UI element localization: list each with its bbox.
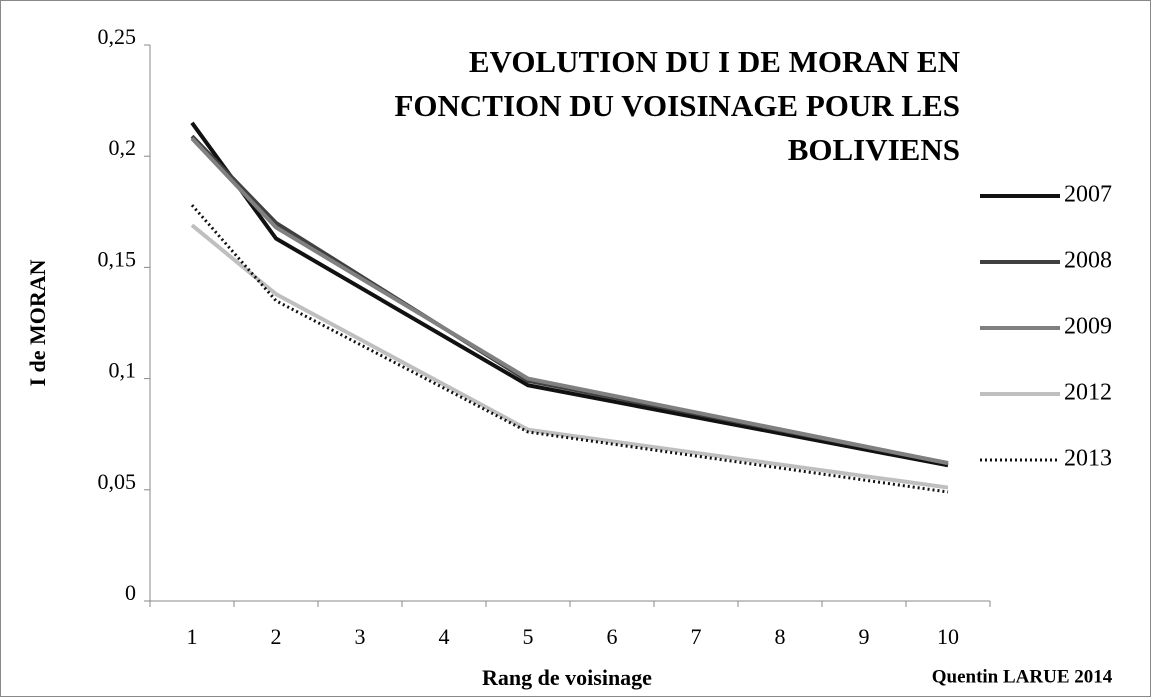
y-tick-label: 0,25 bbox=[98, 24, 137, 49]
x-axis-label: Rang de voisinage bbox=[482, 665, 652, 690]
legend-label: 2013 bbox=[1064, 446, 1112, 472]
series-line bbox=[190, 137, 949, 466]
x-tick-label: 9 bbox=[859, 624, 870, 649]
chart-title: EVOLUTION DU I DE MORAN EN FONCTION DU V… bbox=[394, 44, 960, 167]
y-tick-label: 0,2 bbox=[109, 135, 137, 160]
x-tick-label: 7 bbox=[691, 624, 702, 649]
x-tick-label: 4 bbox=[439, 624, 450, 649]
series-line bbox=[190, 223, 949, 490]
credit: Quentin LARUE 2014 bbox=[932, 666, 1113, 687]
y-tick-label: 0,1 bbox=[109, 358, 137, 383]
x-tick-label: 8 bbox=[775, 624, 786, 649]
x-tick-label: 3 bbox=[355, 624, 366, 649]
legend-label: 2009 bbox=[1064, 314, 1112, 340]
legend-label: 2012 bbox=[1064, 380, 1112, 406]
y-axis-label: I de MORAN bbox=[25, 259, 50, 386]
x-tick-label: 1 bbox=[187, 624, 198, 649]
x-tick-label: 10 bbox=[937, 624, 959, 649]
legend-label: 2008 bbox=[1064, 248, 1112, 274]
legend-label: 2007 bbox=[1064, 182, 1112, 208]
y-tick-label: 0,05 bbox=[98, 469, 137, 494]
y-tick-label: 0 bbox=[125, 580, 136, 605]
x-tick-label: 5 bbox=[523, 624, 534, 649]
x-tick-label: 6 bbox=[607, 624, 618, 649]
x-tick-label: 2 bbox=[271, 624, 282, 649]
y-tick-label: 0,15 bbox=[98, 246, 137, 271]
